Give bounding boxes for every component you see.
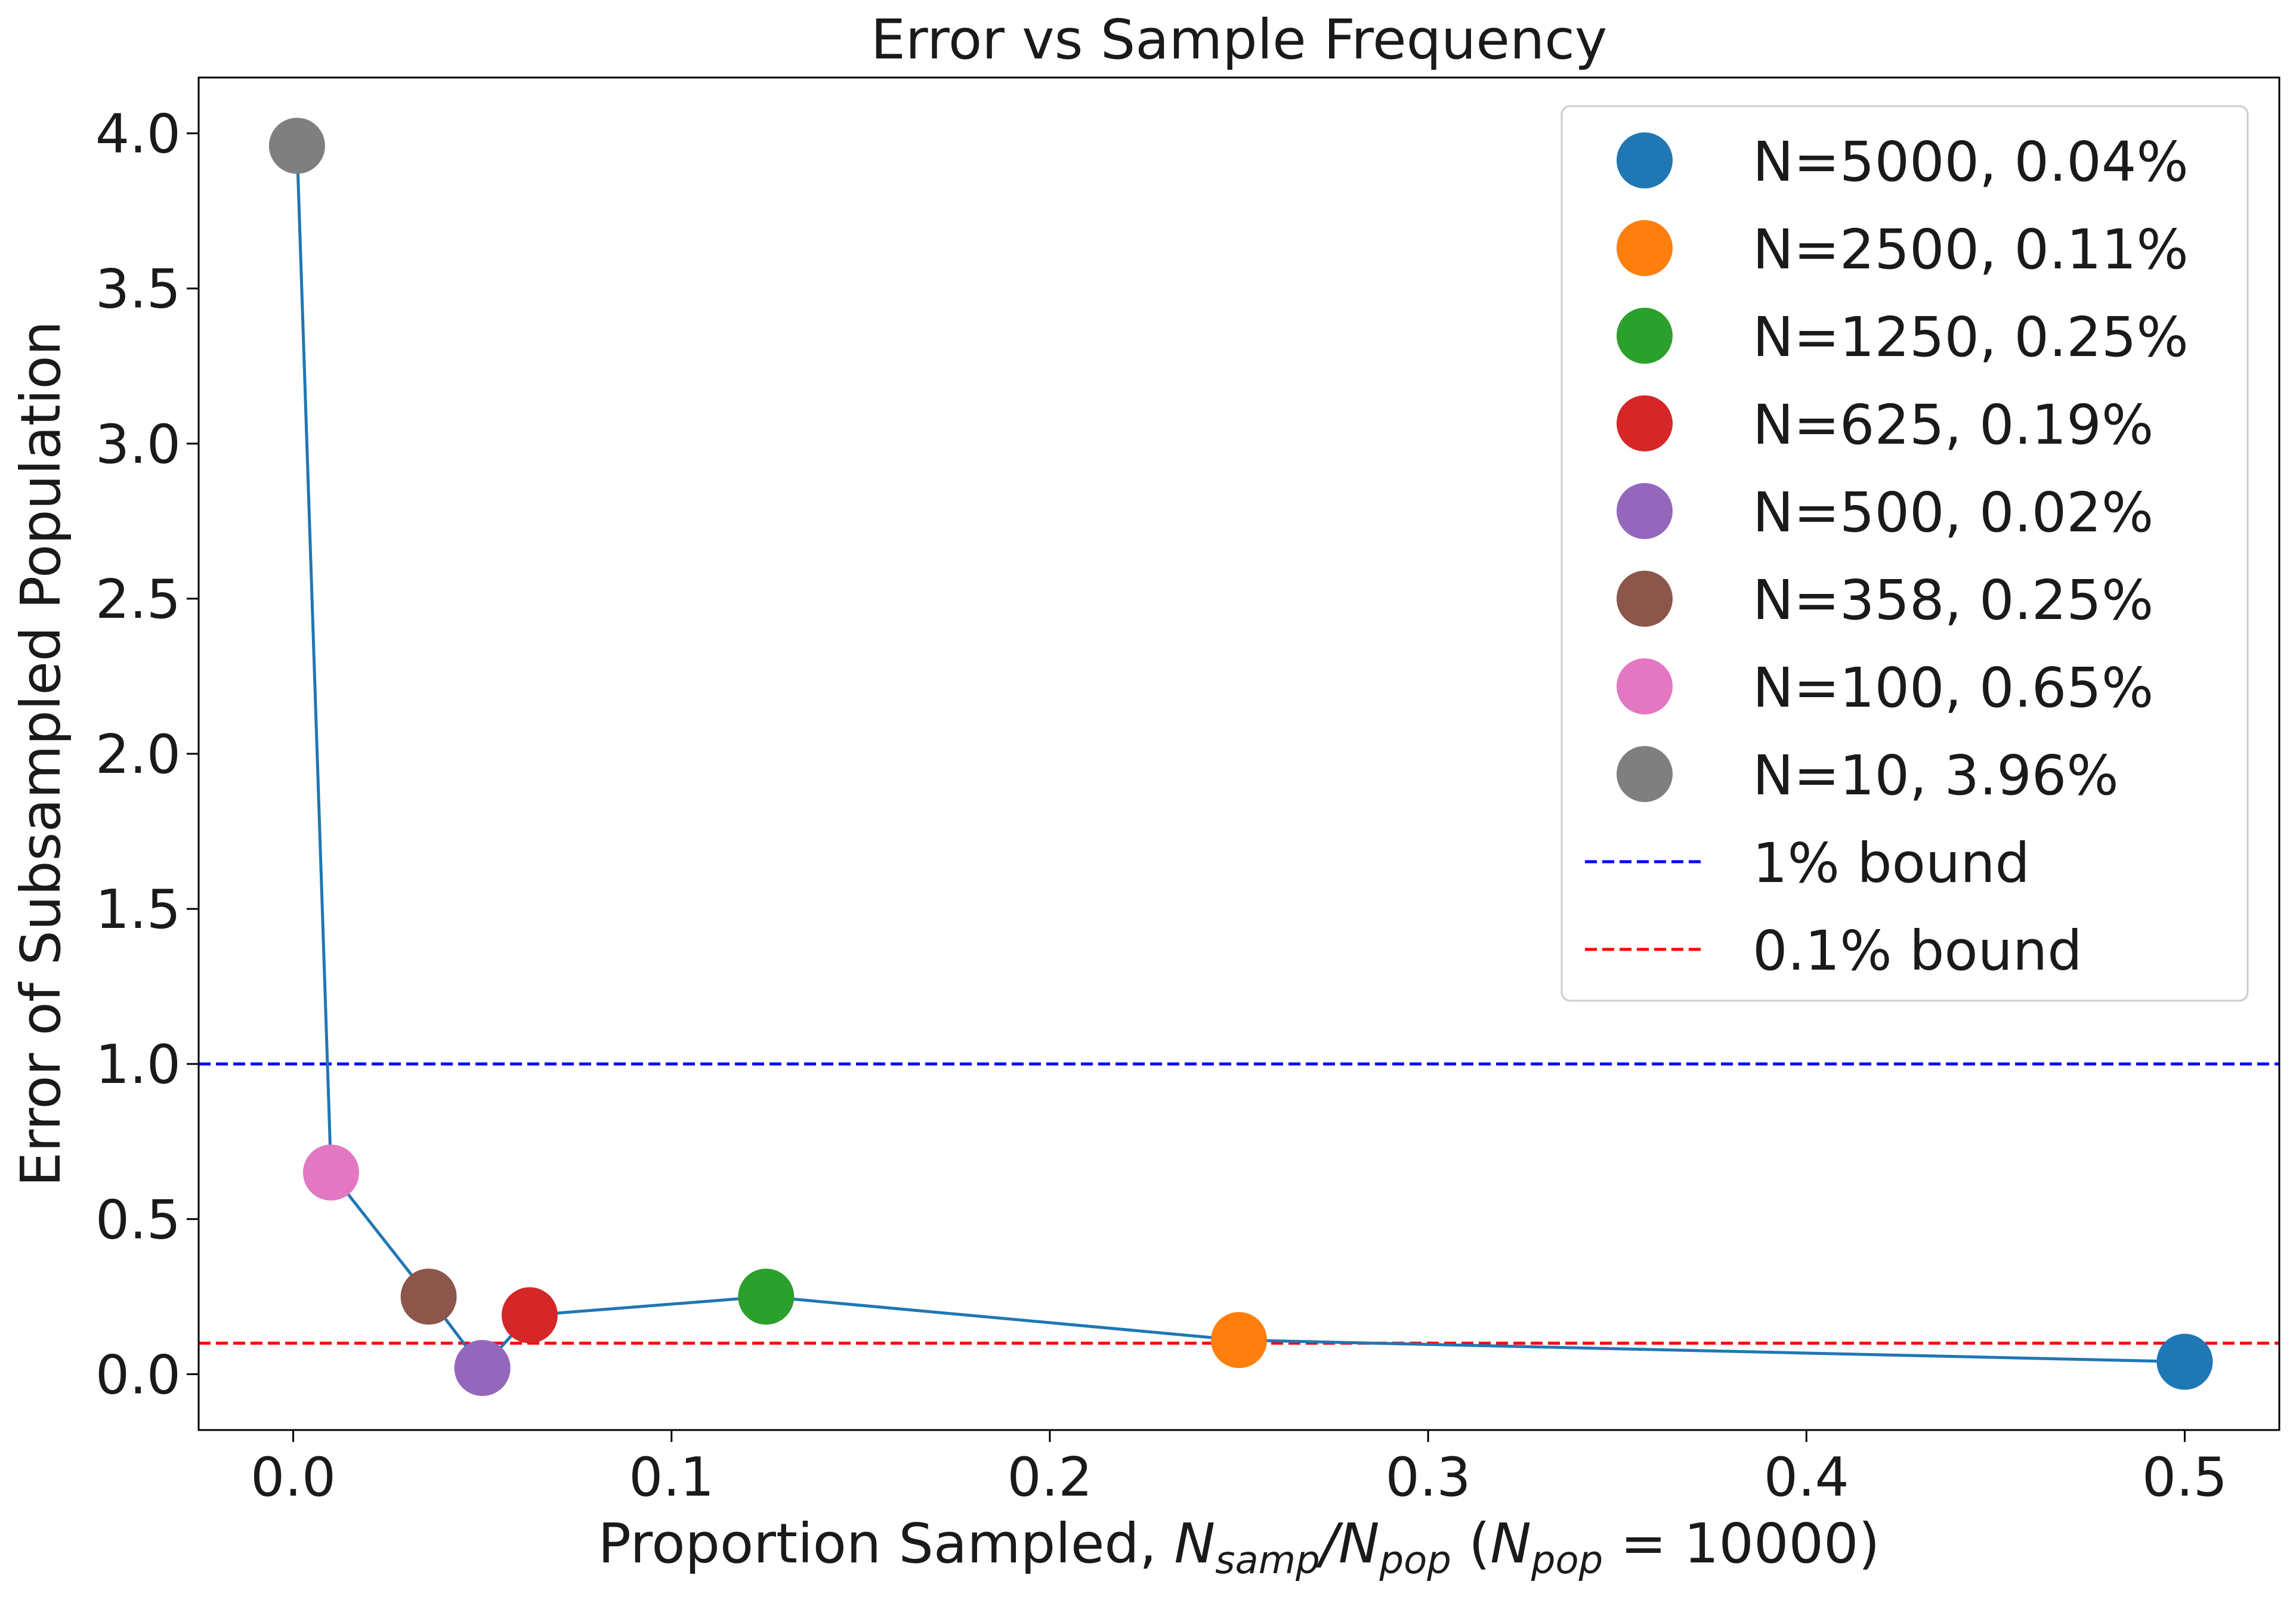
y-axis: 0.0 0.5 1.0 1.5 2.0 2.5 3.0 3.5 4.0 [95, 103, 199, 1406]
x-axis: 0.0 0.1 0.2 0.3 0.4 0.5 [251, 1430, 2227, 1509]
data-point-3 [501, 1287, 558, 1344]
legend: N=5000, 0.04% N=2500, 0.11% N=1250, 0.25% N… [1560, 105, 2249, 1002]
y-tick-label-5: 2.5 [95, 568, 181, 631]
legend-marker-6 [1617, 658, 1673, 714]
legend-label-5: N=358, 0.25% [1753, 568, 2153, 632]
x-tick-label-4: 0.4 [1764, 1446, 1849, 1509]
y-tick-label-3: 1.5 [95, 878, 181, 941]
y-tick-label-2: 1.0 [95, 1033, 181, 1096]
legend-label-7: N=10, 3.96% [1753, 744, 2119, 807]
x-tick-label-3: 0.3 [1386, 1446, 1471, 1509]
y-tick-label-6: 3.0 [95, 413, 181, 476]
legend-label-6: N=100, 0.65% [1753, 656, 2153, 720]
legend-marker-1 [1617, 220, 1673, 276]
legend-marker-0 [1617, 132, 1673, 188]
legend-marker-3 [1617, 395, 1673, 451]
data-point-5 [400, 1268, 457, 1325]
x-tick-label-1: 0.1 [629, 1446, 714, 1509]
legend-label-8: 1% bound [1753, 831, 2030, 895]
chart-title: Error vs Sample Frequency [871, 8, 1608, 72]
legend-marker-2 [1617, 308, 1673, 364]
y-tick-label-4: 2.0 [95, 723, 181, 786]
legend-marker-4 [1617, 483, 1673, 539]
x-tick-label-0: 0.0 [251, 1446, 336, 1509]
legend-label-9: 0.1% bound [1753, 919, 2082, 983]
plot-area [199, 117, 2279, 1396]
y-tick-label-1: 0.5 [95, 1189, 181, 1251]
x-tick-label-5: 0.5 [2142, 1446, 2227, 1509]
data-point-7 [268, 117, 325, 174]
legend-label-0: N=5000, 0.04% [1753, 130, 2189, 194]
plot-frame [197, 76, 2280, 1431]
legend-label-4: N=500, 0.02% [1753, 481, 2153, 544]
data-point-6 [302, 1144, 359, 1201]
data-point-1 [1211, 1312, 1267, 1369]
y-tick-label-0: 0.0 [95, 1344, 181, 1406]
legend-label-3: N=625, 0.19% [1753, 393, 2153, 457]
x-axis-title: Proportion Sampled, Nsamp/Npop (Npop = 1… [598, 1512, 1880, 1583]
legend-frame [1560, 105, 2249, 1002]
legend-marker-5 [1617, 571, 1673, 627]
y-tick-label-7: 3.5 [95, 258, 181, 321]
y-tick-label-8: 4.0 [95, 103, 181, 166]
data-point-0 [2156, 1333, 2213, 1390]
data-point-2 [738, 1268, 795, 1325]
legend-label-2: N=1250, 0.25% [1753, 305, 2189, 369]
legend-label-1: N=2500, 0.11% [1753, 218, 2189, 281]
x-tick-label-2: 0.2 [1007, 1446, 1092, 1509]
y-axis-title: Error of Subsampled Population [9, 321, 73, 1187]
legend-marker-7 [1617, 746, 1673, 802]
data-point-4 [454, 1339, 511, 1396]
